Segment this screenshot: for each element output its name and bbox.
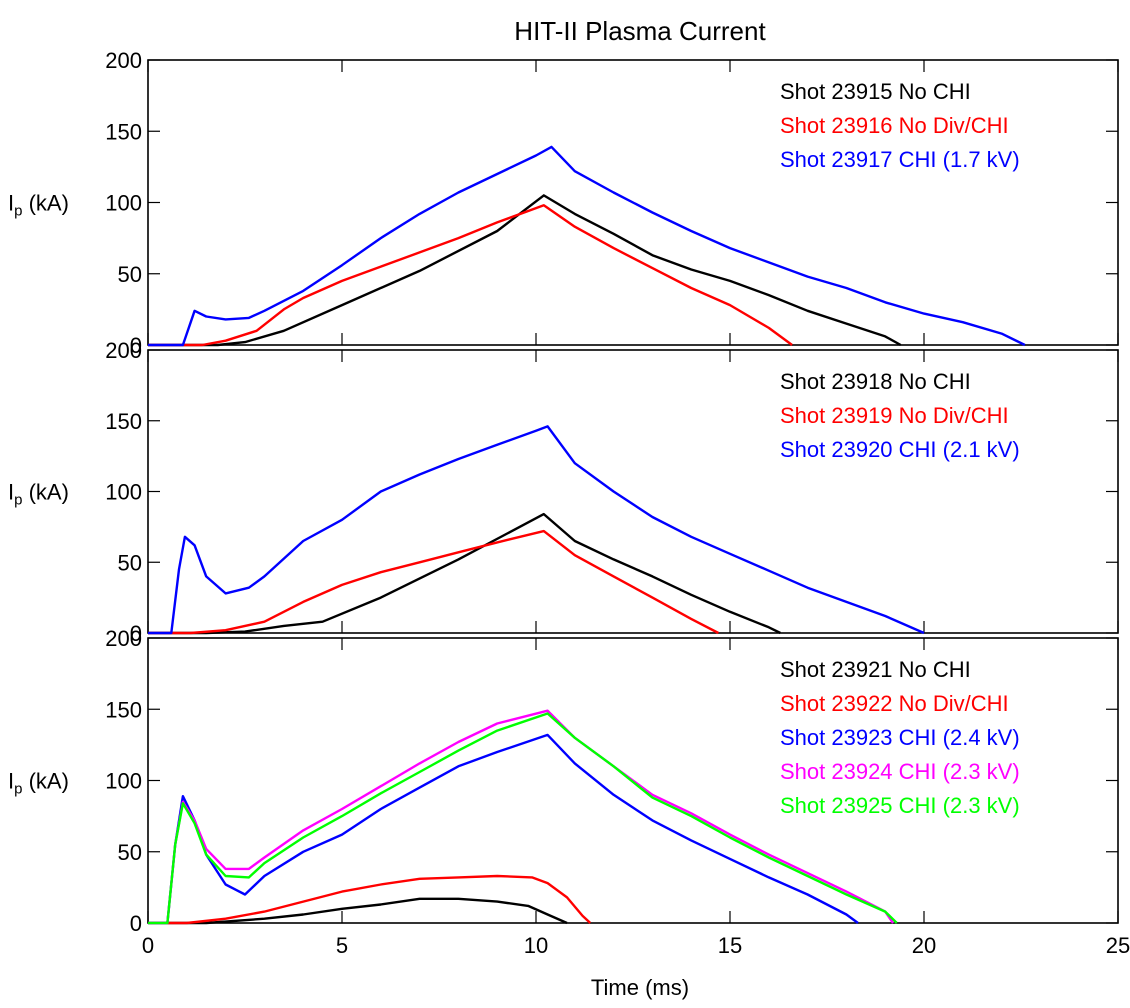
legend-entry: Shot 23917 CHI (1.7 kV) xyxy=(780,147,1020,172)
legend-entry: Shot 23920 CHI (2.1 kV) xyxy=(780,437,1020,462)
panel-2: 0 50 100 150 200 Ip (kA) Shot 23918 No CHI Shot… xyxy=(8,338,1119,646)
series-line-1 xyxy=(148,194,902,347)
panel-3: 0 50 100 150 200 Ip (kA) Shot 23921 No CHI Shot… xyxy=(8,626,1119,936)
series-line-3 xyxy=(148,145,1026,347)
legend-entry: Shot 23915 No CHI xyxy=(780,79,971,104)
y-axis-label: Ip (kA) xyxy=(8,769,69,798)
legend-entry: Shot 23921 No CHI xyxy=(780,657,971,682)
series-line-1 xyxy=(148,512,781,635)
y-tick-label: 150 xyxy=(105,697,142,722)
y-tick-label: 150 xyxy=(105,409,142,434)
x-tick-label: 15 xyxy=(718,933,742,958)
y-tick-label: 0 xyxy=(130,333,142,358)
chart-title: HIT-II Plasma Current xyxy=(514,16,766,46)
legend-entry: Shot 23924 CHI (2.3 kV) xyxy=(780,759,1020,784)
legend-entry: Shot 23919 No Div/CHI xyxy=(780,403,1009,428)
panel-frame xyxy=(147,349,1119,634)
legend-entry: Shot 23918 No CHI xyxy=(780,369,971,394)
y-tick-label: 200 xyxy=(105,338,142,363)
x-axis-label: Time (ms) xyxy=(591,975,689,1000)
legend-entry: Shot 23923 CHI (2.4 kV) xyxy=(780,725,1020,750)
x-axis: 0 5 10 15 20 25 xyxy=(142,933,1130,958)
x-tick-label: 0 xyxy=(142,933,154,958)
series-line-2 xyxy=(148,529,719,635)
panel-1: 0 50 100 150 200 Ip (kA) Shot 23915 No CHI Shot… xyxy=(8,48,1119,358)
x-tick-label: 25 xyxy=(1106,933,1130,958)
series-line-2 xyxy=(148,874,592,925)
x-tick-label: 10 xyxy=(524,933,548,958)
y-axis-label: Ip (kA) xyxy=(8,480,69,509)
x-tick-label: 20 xyxy=(912,933,936,958)
y-tick-label: 50 xyxy=(118,840,142,865)
legend-entry: Shot 23916 No Div/CHI xyxy=(780,113,1009,138)
series-line-2 xyxy=(148,204,793,347)
x-tick-label: 5 xyxy=(336,933,348,958)
y-tick-label: 150 xyxy=(105,119,142,144)
panels-group: 0 50 100 150 200 Ip (kA) Shot 23915 No CHI Shot… xyxy=(8,48,1119,936)
y-tick-label: 0 xyxy=(130,911,142,936)
y-tick-label: 200 xyxy=(105,48,142,73)
y-axis-label: Ip (kA) xyxy=(8,191,69,220)
y-tick-label: 200 xyxy=(105,626,142,651)
series-line-1 xyxy=(148,897,568,925)
y-tick-label: 50 xyxy=(118,262,142,287)
series-line-3 xyxy=(148,425,925,635)
series-line-5 xyxy=(148,712,898,925)
y-tick-label: 100 xyxy=(105,480,142,505)
y-tick-label: 100 xyxy=(105,191,142,216)
y-tick-label: 50 xyxy=(118,550,142,575)
legend-entry: Shot 23922 No Div/CHI xyxy=(780,691,1009,716)
series-line-3 xyxy=(148,733,859,925)
legend-entry: Shot 23925 CHI (2.3 kV) xyxy=(780,793,1020,818)
y-tick-label: 100 xyxy=(105,769,142,794)
y-tick-label: 0 xyxy=(130,621,142,646)
